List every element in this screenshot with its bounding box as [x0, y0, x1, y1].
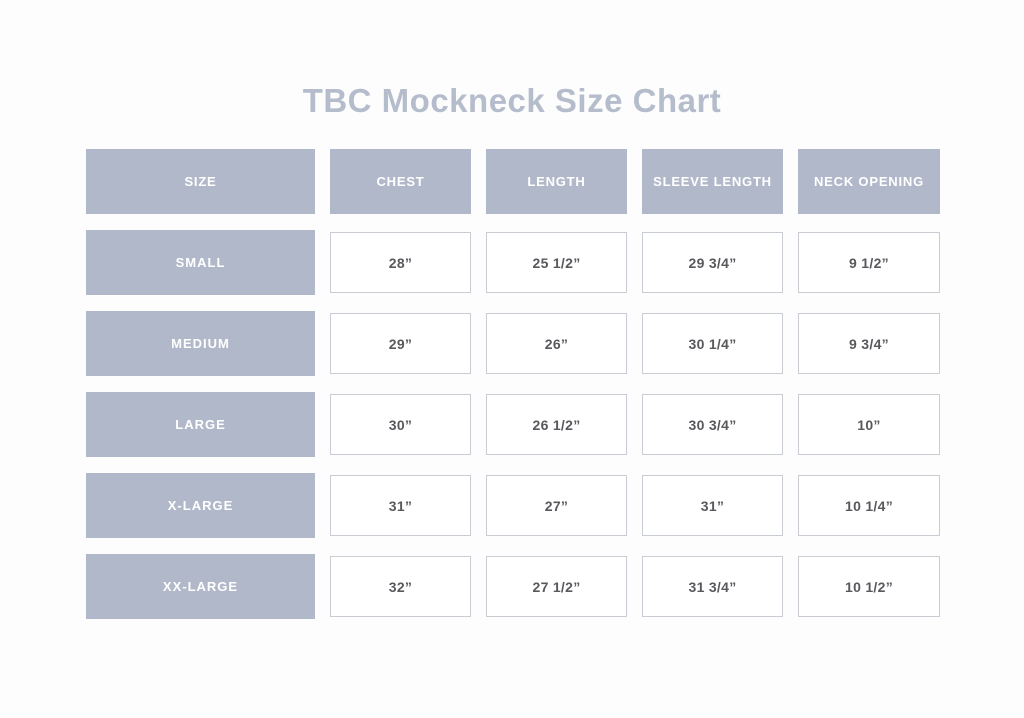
value-cell-xx-large-length: 27 1/2” [486, 556, 627, 617]
value-cell-large-sleeve-length: 30 3/4” [642, 394, 783, 455]
header-cell-size: SIZE [86, 149, 315, 214]
page-title: TBC Mockneck Size Chart [302, 82, 722, 119]
size-cell-small: SMALL [86, 230, 315, 295]
value-cell-x-large-chest: 31” [330, 475, 471, 536]
size-cell-xx-large: XX-LARGE [86, 554, 315, 619]
header-cell-chest: CHEST [330, 149, 471, 214]
value-cell-large-neck-opening: 10” [798, 394, 940, 455]
size-cell-medium: MEDIUM [86, 311, 315, 376]
header-cell-neck-opening: NECK OPENING [798, 149, 940, 214]
value-cell-x-large-neck-opening: 10 1/4” [798, 475, 940, 536]
header-cell-sleeve-length: SLEEVE LENGTH [642, 149, 783, 214]
value-cell-large-length: 26 1/2” [486, 394, 627, 455]
value-cell-small-chest: 28” [330, 232, 471, 293]
value-cell-x-large-sleeve-length: 31” [642, 475, 783, 536]
value-cell-xx-large-neck-opening: 10 1/2” [798, 556, 940, 617]
value-cell-medium-chest: 29” [330, 313, 471, 374]
size-cell-large: LARGE [86, 392, 315, 457]
value-cell-small-length: 25 1/2” [486, 232, 627, 293]
value-cell-xx-large-sleeve-length: 31 3/4” [642, 556, 783, 617]
value-cell-small-sleeve-length: 29 3/4” [642, 232, 783, 293]
value-cell-large-chest: 30” [330, 394, 471, 455]
value-cell-xx-large-chest: 32” [330, 556, 471, 617]
value-cell-medium-neck-opening: 9 3/4” [798, 313, 940, 374]
header-cell-length: LENGTH [486, 149, 627, 214]
value-cell-x-large-length: 27” [486, 475, 627, 536]
value-cell-medium-sleeve-length: 30 1/4” [642, 313, 783, 374]
value-cell-small-neck-opening: 9 1/2” [798, 232, 940, 293]
size-cell-x-large: X-LARGE [86, 473, 315, 538]
value-cell-medium-length: 26” [486, 313, 627, 374]
size-chart-table: SIZE CHEST LENGTH SLEEVE LENGTH NECK OPE… [86, 149, 940, 619]
